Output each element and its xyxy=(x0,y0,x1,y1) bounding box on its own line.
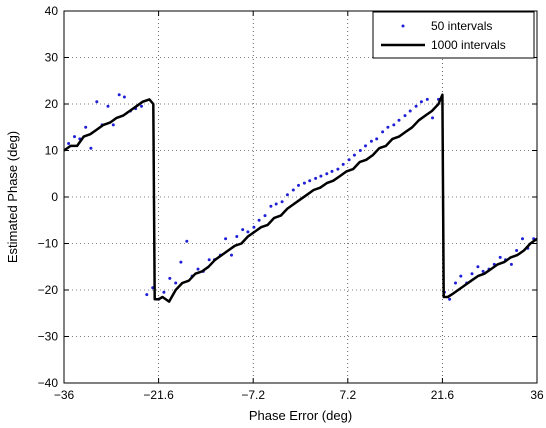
data-point-50-intervals xyxy=(84,125,88,129)
data-point-50-intervals xyxy=(392,123,396,127)
data-point-50-intervals xyxy=(179,260,183,264)
data-point-50-intervals xyxy=(285,193,289,197)
x-tick-label: 7.2 xyxy=(339,388,356,402)
legend: 50 intervals 1000 intervals xyxy=(372,11,535,59)
data-point-50-intervals xyxy=(325,172,329,176)
data-point-50-intervals xyxy=(196,267,200,271)
data-point-50-intervals xyxy=(386,125,390,129)
legend-box xyxy=(372,11,535,59)
data-point-50-intervals xyxy=(498,255,502,259)
data-point-50-intervals xyxy=(168,276,172,280)
data-point-50-intervals xyxy=(235,235,239,238)
data-point-50-intervals xyxy=(111,123,115,127)
data-point-50-intervals xyxy=(521,237,524,241)
data-point-50-intervals xyxy=(241,228,245,232)
data-point-50-intervals xyxy=(431,116,434,120)
data-point-50-intervals xyxy=(481,269,485,273)
data-point-50-intervals xyxy=(347,158,351,162)
series-line-1000-intervals xyxy=(63,93,538,303)
data-point-50-intervals xyxy=(224,237,228,241)
data-point-50-intervals xyxy=(297,183,300,187)
data-point-50-intervals xyxy=(67,142,71,145)
y-axis-label: Estimated Phase (deg) xyxy=(5,131,20,263)
x-tick-label: −21.6 xyxy=(143,388,174,402)
legend-swatch-dot xyxy=(401,24,405,28)
data-point-50-intervals xyxy=(369,139,373,143)
x-tick-label: 36 xyxy=(530,388,544,402)
data-point-50-intervals xyxy=(122,95,126,99)
data-point-50-intervals xyxy=(341,162,345,166)
y-tick-label: 20 xyxy=(45,97,59,111)
data-point-50-intervals xyxy=(257,218,261,222)
legend-label: 50 intervals xyxy=(431,19,492,33)
data-point-50-intervals xyxy=(515,249,519,252)
y-tick-label: −10 xyxy=(38,237,59,251)
legend-label: 1000 intervals xyxy=(431,38,506,52)
data-point-50-intervals xyxy=(358,149,362,152)
data-point-50-intervals xyxy=(252,225,256,229)
data-point-50-intervals xyxy=(145,293,149,297)
x-tick-label: −36 xyxy=(54,388,75,402)
y-tick-label: −40 xyxy=(38,376,59,390)
data-point-50-intervals xyxy=(381,130,385,134)
data-point-50-intervals xyxy=(302,181,306,185)
data-point-50-intervals xyxy=(454,281,457,285)
data-point-50-intervals xyxy=(140,104,143,108)
data-point-50-intervals xyxy=(375,137,379,141)
data-point-50-intervals xyxy=(352,153,356,157)
data-point-50-intervals xyxy=(364,144,367,148)
y-tick-label: −20 xyxy=(38,283,59,297)
x-tick-label: 21.6 xyxy=(431,388,455,402)
y-tick-label: 10 xyxy=(45,144,59,158)
grid-lines xyxy=(64,11,537,383)
x-axis-label: Phase Error (deg) xyxy=(249,408,352,423)
data-point-50-intervals xyxy=(162,290,166,294)
data-point-50-intervals xyxy=(314,176,318,180)
data-point-50-intervals xyxy=(336,167,340,171)
data-point-50-intervals xyxy=(408,109,412,113)
y-tick-label: −30 xyxy=(38,330,59,344)
data-point-50-intervals xyxy=(274,202,278,206)
data-point-50-intervals xyxy=(425,97,429,101)
data-point-50-intervals xyxy=(95,100,99,104)
x-tick-label: −7.2 xyxy=(241,388,265,402)
data-point-50-intervals xyxy=(419,100,423,104)
y-tick-label: 0 xyxy=(51,190,58,204)
data-point-50-intervals xyxy=(459,274,463,278)
data-point-50-intervals xyxy=(106,104,110,108)
data-point-50-intervals xyxy=(291,188,295,192)
data-point-50-intervals xyxy=(509,262,513,266)
data-point-50-intervals xyxy=(308,179,312,183)
data-point-50-intervals xyxy=(403,114,407,118)
data-point-50-intervals xyxy=(269,204,273,208)
data-point-50-intervals xyxy=(89,146,93,150)
data-point-50-intervals xyxy=(207,258,211,262)
data-point-50-intervals xyxy=(185,239,189,243)
data-point-50-intervals xyxy=(470,272,474,276)
data-point-50-intervals xyxy=(448,297,452,301)
y-tick-label: 30 xyxy=(45,51,59,65)
data-point-50-intervals xyxy=(230,253,233,257)
data-point-50-intervals xyxy=(476,265,480,269)
data-point-50-intervals xyxy=(330,169,334,173)
data-point-50-intervals xyxy=(414,104,418,108)
data-point-50-intervals xyxy=(246,230,250,234)
data-point-50-intervals xyxy=(117,93,121,97)
data-point-50-intervals xyxy=(73,135,76,139)
plot-series xyxy=(63,93,538,303)
data-point-50-intervals xyxy=(397,118,401,122)
y-tick-label: 40 xyxy=(45,4,59,18)
data-point-50-intervals xyxy=(319,174,323,178)
axis-ticks: −36 −21.6 −7.2 7.2 21.6 36 −40 −30 −20 −10 0 10 20 30… xyxy=(38,4,544,402)
data-point-50-intervals xyxy=(174,281,178,285)
data-point-50-intervals xyxy=(263,214,267,218)
data-point-50-intervals xyxy=(280,200,284,204)
